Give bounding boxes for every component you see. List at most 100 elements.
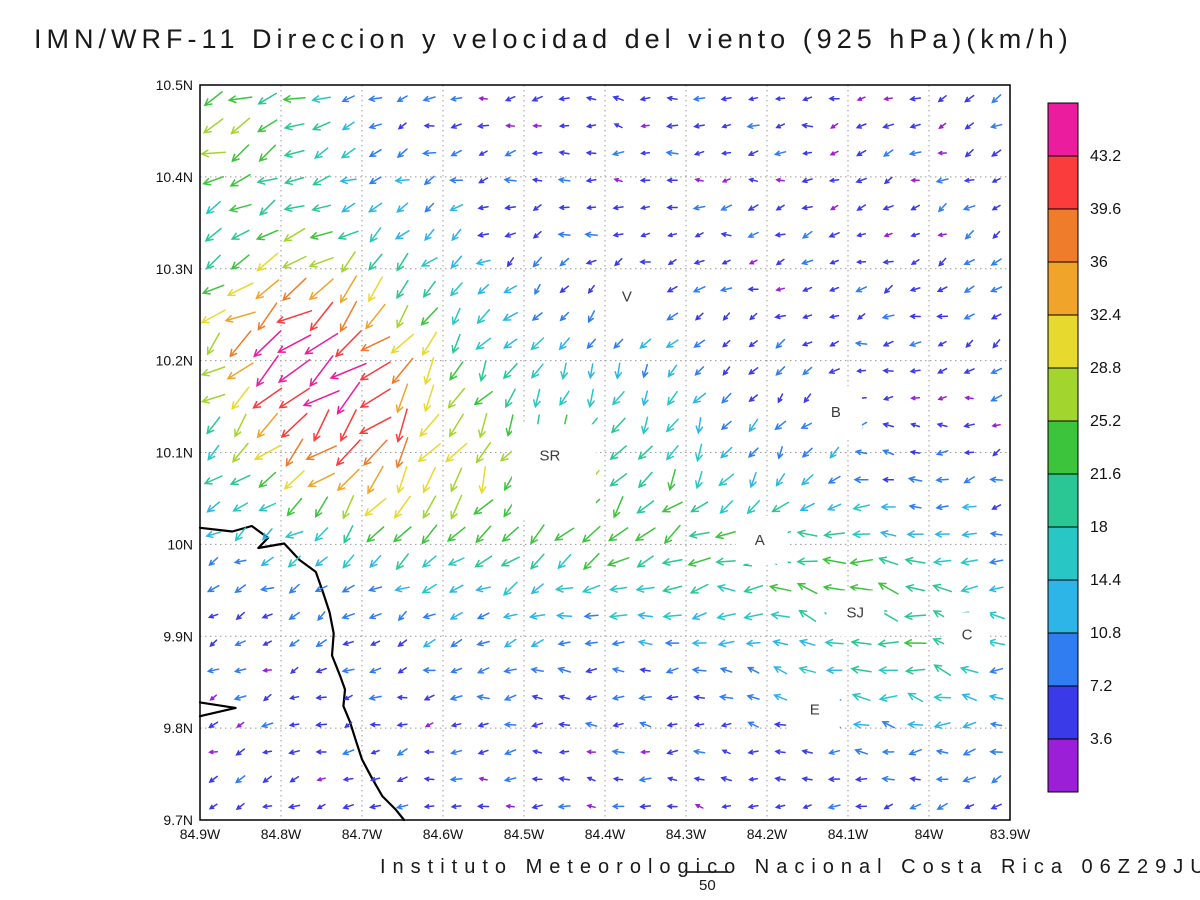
wind-arrow (417, 443, 441, 463)
wind-arrow (990, 286, 1003, 293)
wind-arrow (908, 150, 922, 157)
wind-arrow (424, 202, 435, 213)
station-label: SR (539, 447, 560, 464)
wind-arrow (256, 355, 279, 388)
wind-arrow (823, 530, 846, 539)
wind-arrow (314, 556, 328, 567)
colorbar-label: 3.6 (1090, 731, 1112, 748)
wind-arrow (586, 803, 596, 809)
wind-arrow (854, 340, 868, 347)
wind-arrow (637, 612, 654, 620)
wind-arrow (393, 495, 411, 519)
wind-arrow (313, 409, 330, 442)
wind-arrow (613, 123, 623, 129)
wind-arrow (200, 366, 226, 377)
wind-arrow (611, 391, 625, 406)
wind-arrow (587, 363, 595, 380)
colorbar-label: 7.2 (1090, 678, 1112, 695)
wind-arrow (448, 413, 464, 438)
wind-arrow (666, 803, 678, 809)
wind-arrow (340, 409, 357, 442)
wind-arrow (903, 612, 927, 621)
wind-arrow (690, 501, 709, 513)
wind-arrow (661, 558, 683, 566)
wind-arrow (478, 776, 488, 782)
wind-arrow (880, 503, 896, 511)
wind-arrow (964, 148, 974, 158)
wind-arrow (451, 307, 461, 326)
wind-arrow (504, 204, 517, 211)
wind-arrow (206, 501, 221, 513)
wind-arrow (665, 444, 679, 461)
wind-arrow (449, 776, 463, 783)
wind-arrow (450, 123, 462, 129)
wind-arrow (667, 468, 676, 492)
wind-arrow (369, 722, 381, 728)
wind-arrow (315, 722, 328, 728)
wind-arrow (935, 776, 949, 783)
wind-arrow (208, 775, 218, 783)
colorbar-label: 25.2 (1090, 413, 1121, 430)
wind-arrow (802, 366, 813, 376)
station-mask (735, 515, 788, 564)
wind-arrow (532, 388, 541, 409)
wind-arrow (227, 95, 253, 104)
wind-arrow (991, 94, 1002, 104)
wind-arrow (505, 414, 514, 438)
wind-arrow (877, 556, 899, 566)
wind-arrow (231, 442, 249, 463)
wind-arrow (367, 465, 384, 495)
wind-arrow (989, 721, 1003, 728)
wind-arrow (500, 556, 520, 567)
wind-arrow (341, 95, 355, 103)
wind-arrow (396, 95, 408, 102)
wind-arrow (692, 748, 706, 755)
wind-arrow (961, 693, 977, 702)
wind-arrow (720, 446, 733, 459)
wind-arrow (585, 177, 597, 183)
axis-labels: 10.5N 10.4N 10.3N 10.2N 10.1N 10N 9.9N 9.8N 9.7N… (156, 77, 1031, 842)
wind-arrow (587, 388, 595, 409)
wind-arrow (934, 530, 950, 538)
wind-arrow (450, 149, 462, 157)
wind-arrow (747, 286, 759, 292)
wind-arrow (260, 722, 274, 728)
wind-arrow (260, 556, 274, 567)
wind-arrow (261, 749, 273, 755)
wind-arrow (614, 257, 623, 267)
wind-arrow (558, 96, 570, 102)
wind-arrow (883, 232, 893, 238)
wind-arrow (258, 502, 277, 512)
wind-arrow (641, 390, 649, 407)
x-tick-label: 83.9W (990, 826, 1031, 842)
wind-arrow (339, 176, 357, 185)
x-tick-label: 84.2W (747, 826, 788, 842)
wind-arrow (748, 418, 759, 433)
wind-arrow (746, 666, 760, 674)
wind-arrow (827, 475, 841, 484)
wind-arrow (825, 666, 843, 674)
wind-arrow (636, 500, 655, 514)
wind-arrow (909, 286, 921, 292)
wind-arrow (798, 638, 816, 647)
wind-arrow (909, 776, 921, 782)
wind-arrow (233, 667, 247, 674)
wind-arrow (991, 204, 1001, 211)
wind-arrow (285, 438, 304, 468)
wind-arrow (342, 776, 354, 782)
wind-arrow (612, 232, 624, 238)
wind-arrow (720, 722, 732, 728)
wind-arrow (932, 583, 953, 593)
wind-arrow (447, 557, 465, 566)
wind-arrow (747, 150, 759, 157)
wind-arrow (478, 150, 488, 156)
wind-arrow (503, 177, 517, 184)
station-mask (789, 685, 840, 744)
wind-arrow (882, 123, 895, 129)
wind-arrow (368, 176, 382, 185)
wind-arrow (420, 307, 439, 326)
wind-arrow (772, 693, 788, 701)
wind-arrow (308, 257, 334, 268)
wind-arrow (531, 150, 543, 156)
wind-arrow (937, 340, 947, 347)
